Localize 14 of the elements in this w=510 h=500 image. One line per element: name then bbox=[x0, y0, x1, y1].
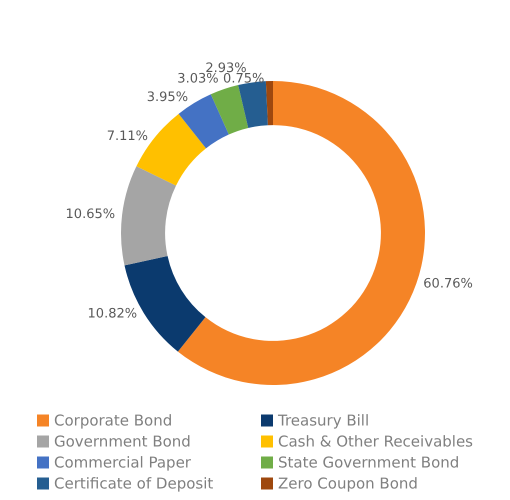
legend-label: Zero Coupon Bond bbox=[278, 474, 418, 492]
data-label: 0.75% bbox=[223, 72, 264, 87]
legend-label: Government Bond bbox=[54, 432, 191, 450]
data-label: 10.82% bbox=[88, 306, 138, 322]
legend-label: Certificate of Deposit bbox=[54, 474, 214, 492]
data-label: 7.11% bbox=[106, 128, 148, 144]
legend-label: Commercial Paper bbox=[54, 454, 192, 472]
data-label: 3.95% bbox=[146, 90, 188, 105]
legend-label: Treasury Bill bbox=[277, 412, 370, 430]
data-label: 10.65% bbox=[66, 207, 116, 222]
legend-label: State Government Bond bbox=[278, 454, 460, 472]
data-label: 60.76% bbox=[423, 276, 473, 292]
legend-label: Corporate Bond bbox=[54, 412, 172, 430]
legend-label: Cash & Other Receivables bbox=[278, 432, 474, 450]
